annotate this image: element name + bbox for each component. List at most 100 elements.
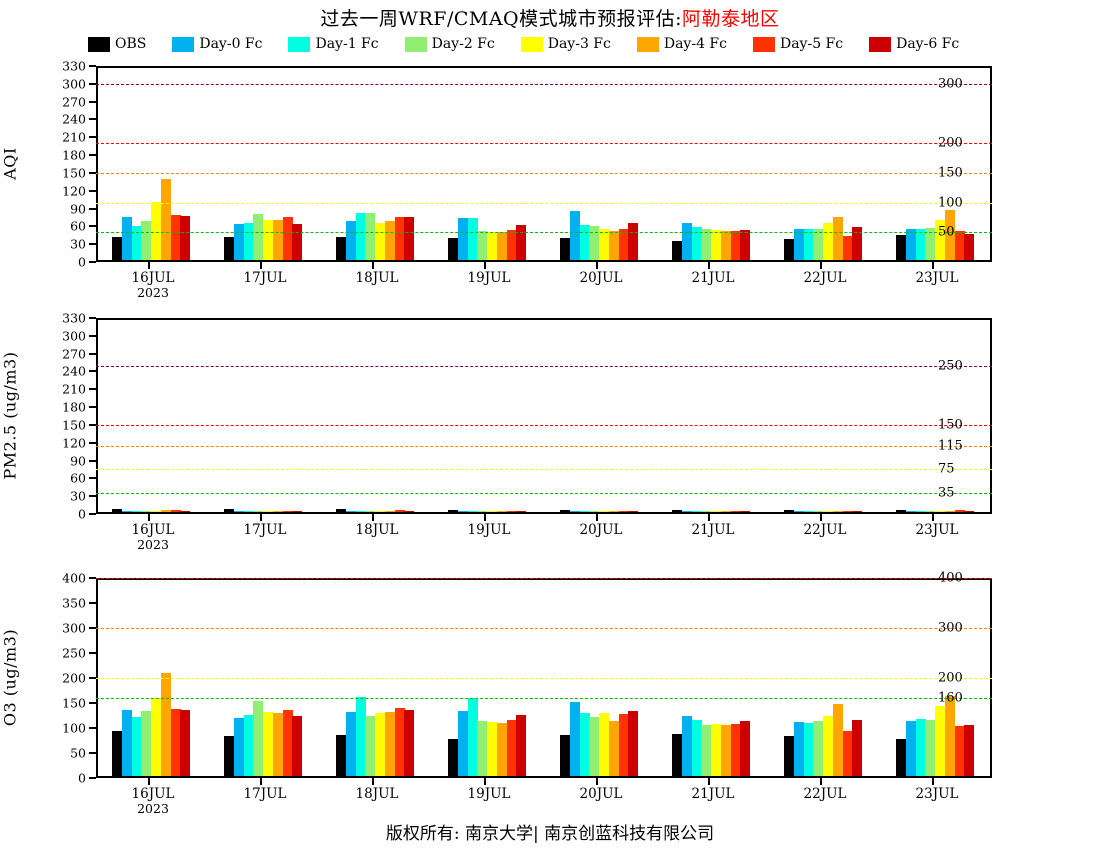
x-tick-label-23jul: 23JUL bbox=[915, 522, 959, 538]
x-tick-mark bbox=[372, 778, 374, 785]
bar bbox=[730, 510, 741, 512]
legend-swatch-icon bbox=[172, 36, 195, 52]
bar bbox=[345, 712, 356, 776]
legend-swatch-icon bbox=[288, 36, 311, 52]
threshold-label-150: 150 bbox=[938, 417, 963, 433]
legend-item-obs[interactable]: OBS bbox=[88, 36, 146, 52]
bar bbox=[160, 510, 171, 512]
bar bbox=[448, 238, 459, 260]
bar bbox=[180, 709, 191, 776]
y-tick-mark bbox=[89, 702, 96, 704]
bar bbox=[160, 672, 171, 776]
legend-label: Day-1 Fc bbox=[315, 36, 379, 52]
bar bbox=[404, 217, 415, 260]
bar bbox=[336, 734, 347, 776]
legend-item-day-2-fc[interactable]: Day-2 Fc bbox=[404, 36, 495, 52]
y-tick-mark bbox=[89, 406, 96, 409]
bar bbox=[292, 510, 303, 512]
x-tick-mark bbox=[932, 262, 934, 269]
bar bbox=[823, 510, 834, 512]
y-tick-mark bbox=[89, 652, 96, 654]
y-tick-label: 150 bbox=[62, 165, 86, 181]
bar bbox=[233, 717, 244, 776]
bar bbox=[487, 722, 498, 776]
x-tick-label-17jul: 17JUL bbox=[243, 270, 287, 286]
y-tick-mark bbox=[89, 189, 96, 192]
legend-swatch-icon bbox=[636, 36, 659, 52]
y-tick-mark bbox=[89, 171, 96, 174]
y-tick-label: 30 bbox=[70, 236, 86, 252]
threshold-label-300: 300 bbox=[938, 620, 963, 636]
legend-item-day-5-fc[interactable]: Day-5 Fc bbox=[752, 36, 843, 52]
bar bbox=[263, 219, 274, 260]
legend-item-day-6-fc[interactable]: Day-6 Fc bbox=[869, 36, 959, 52]
y-tick-label: 90 bbox=[70, 201, 86, 217]
legend-item-day-3-fc[interactable]: Day-3 Fc bbox=[520, 36, 611, 52]
bar bbox=[944, 510, 955, 512]
x-tick-label-18jul: 18JUL bbox=[355, 522, 399, 538]
bar bbox=[852, 227, 863, 260]
bar bbox=[691, 720, 702, 776]
threshold-label-200: 200 bbox=[938, 135, 963, 151]
bar bbox=[151, 697, 162, 776]
bar bbox=[365, 716, 376, 776]
legend-label: Day-2 Fc bbox=[431, 36, 495, 52]
y-tick-mark bbox=[89, 154, 96, 157]
y-tick-mark bbox=[89, 317, 96, 319]
threshold-label-400: 400 bbox=[938, 570, 963, 586]
bar bbox=[793, 510, 804, 512]
bar bbox=[842, 236, 853, 260]
bar bbox=[701, 229, 712, 260]
y-tick-mark bbox=[89, 334, 96, 337]
x-tick-label-19jul: 19JUL bbox=[467, 270, 511, 286]
bar bbox=[404, 709, 415, 776]
bar bbox=[852, 510, 863, 512]
threshold-label-250: 250 bbox=[938, 358, 963, 373]
y-tick-mark bbox=[89, 777, 96, 779]
bar bbox=[569, 510, 580, 512]
bar bbox=[141, 510, 152, 512]
bar bbox=[272, 510, 283, 512]
bar bbox=[579, 713, 590, 776]
bar bbox=[160, 178, 171, 260]
bar bbox=[496, 232, 507, 260]
bar bbox=[467, 698, 478, 776]
legend-item-day-1-fc[interactable]: Day-1 Fc bbox=[288, 36, 379, 52]
bar bbox=[730, 724, 741, 776]
x-tick-mark bbox=[372, 262, 374, 269]
bar bbox=[375, 223, 386, 260]
bar bbox=[793, 722, 804, 776]
bar bbox=[618, 510, 629, 512]
bar bbox=[784, 509, 795, 512]
bar bbox=[560, 735, 571, 776]
x-tick-label-22jul: 22JUL bbox=[803, 786, 847, 802]
y-tick-mark bbox=[89, 261, 96, 263]
y-tick-label: 250 bbox=[62, 645, 86, 661]
legend-item-day-0-fc[interactable]: Day-0 Fc bbox=[172, 36, 262, 52]
y-tick-label: 60 bbox=[70, 218, 86, 234]
bar bbox=[813, 229, 824, 260]
legend-item-day-4-fc[interactable]: Day-4 Fc bbox=[636, 36, 727, 52]
x-tick-mark bbox=[820, 778, 822, 785]
x-tick-label-22jul: 22JUL bbox=[803, 270, 847, 286]
bar bbox=[384, 221, 395, 260]
x-tick-label-20jul: 20JUL bbox=[579, 270, 623, 286]
x-tick-mark bbox=[372, 514, 374, 521]
x-tick-mark bbox=[708, 262, 710, 269]
bar bbox=[151, 510, 162, 512]
x-tick-mark bbox=[596, 262, 598, 269]
x-tick-label-16jul: 16JUL bbox=[131, 522, 175, 538]
bar bbox=[964, 725, 975, 776]
bar bbox=[628, 223, 639, 260]
bar bbox=[589, 717, 600, 776]
bar bbox=[823, 223, 834, 260]
y-tick-mark bbox=[89, 513, 96, 515]
x-tick-label-19jul: 19JUL bbox=[467, 786, 511, 802]
bar bbox=[589, 510, 600, 512]
bar bbox=[516, 510, 527, 512]
bar bbox=[112, 237, 123, 260]
x-tick-label-21jul: 21JUL bbox=[691, 786, 735, 802]
bar bbox=[954, 510, 965, 512]
y-tick-label: 240 bbox=[62, 363, 86, 379]
bar bbox=[384, 510, 395, 512]
